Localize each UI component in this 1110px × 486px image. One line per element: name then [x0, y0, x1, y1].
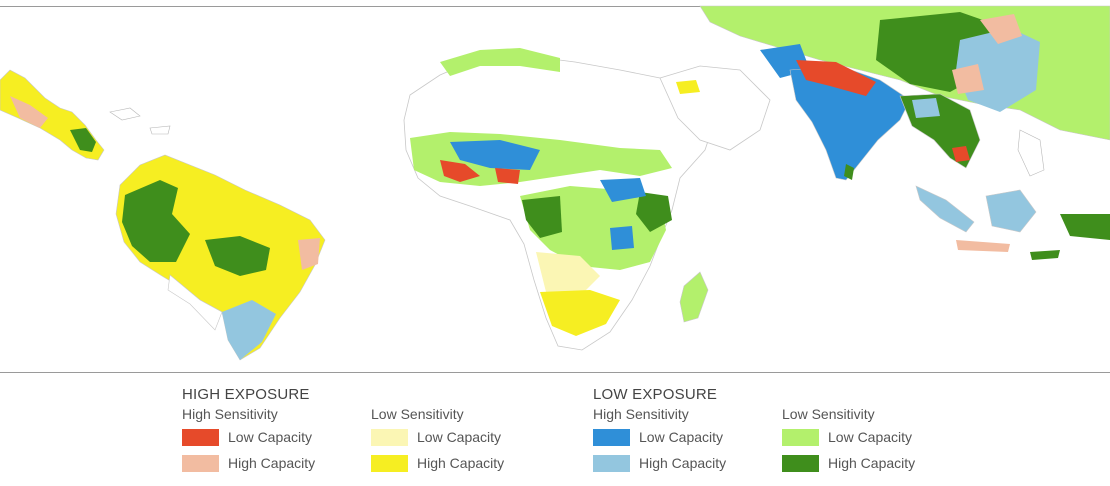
legend-label: High Capacity: [417, 455, 505, 471]
vulnerability-map: [0, 5, 1110, 361]
region-sri-lanka: [844, 164, 854, 180]
map-frame-top: [0, 6, 1110, 7]
high-exp-high-sens-title: High Sensitivity: [182, 406, 278, 422]
high-exp-low-sens-title: Low Sensitivity: [371, 406, 464, 422]
legend-label: High Capacity: [228, 455, 316, 471]
region-east-africa-blue: [600, 178, 646, 250]
region-central-america-south: [70, 128, 96, 152]
region-west-africa-blue: [450, 140, 540, 170]
region-southeast-asia-red: [952, 146, 970, 162]
region-arabia-yellow: [676, 80, 700, 94]
legend-swatch: [782, 454, 819, 472]
legend-label: High Capacity: [828, 455, 916, 471]
map-legend: HIGH EXPOSURE LOW EXPOSURE High Sensitiv…: [0, 380, 1110, 486]
low-exp-high-sens-title: High Sensitivity: [593, 406, 689, 422]
region-new-guinea: [1060, 214, 1110, 240]
region-java: [956, 240, 1010, 252]
region-southern-cone: [222, 300, 276, 360]
legend-label: High Capacity: [639, 455, 727, 471]
region-congo-forest: [522, 196, 562, 238]
region-north-africa-coast: [440, 48, 560, 76]
legend-divider: [0, 372, 1110, 373]
legend-swatch: [182, 454, 219, 472]
region-philippines: [1017, 129, 1045, 177]
region-southern-africa-light: [536, 252, 600, 296]
region-east-africa-green: [636, 192, 672, 232]
legend-label: Low Capacity: [828, 429, 913, 445]
legend-swatch: [782, 428, 819, 446]
legend-item-le-ls-hc: High Capacity: [782, 454, 915, 472]
legend-label: Low Capacity: [639, 429, 724, 445]
region-china-salmon: [952, 14, 1022, 94]
legend-label: Low Capacity: [228, 429, 313, 445]
legend-item-le-ls-lc: Low Capacity: [782, 428, 912, 446]
region-mexico-patch: [10, 96, 48, 128]
region-north-india-red: [796, 60, 876, 96]
region-caribbean: [109, 107, 171, 135]
legend-item-he-ls-hc: High Capacity: [371, 454, 504, 472]
region-southeast-asia-blue: [912, 98, 940, 118]
high-exposure-title: HIGH EXPOSURE: [182, 386, 310, 403]
legend-item-he-hs-lc: Low Capacity: [182, 428, 312, 446]
legend-swatch: [371, 428, 408, 446]
legend-item-le-hs-hc: High Capacity: [593, 454, 726, 472]
legend-label: Low Capacity: [417, 429, 502, 445]
region-borneo: [985, 189, 1037, 233]
region-west-africa-red: [440, 160, 520, 184]
low-exp-low-sens-title: Low Sensitivity: [782, 406, 875, 422]
legend-item-le-hs-lc: Low Capacity: [593, 428, 723, 446]
legend-swatch: [593, 454, 630, 472]
legend-swatch: [182, 428, 219, 446]
region-madagascar: [679, 271, 709, 323]
region-pacific-coast: [167, 274, 223, 331]
legend-swatch: [371, 454, 408, 472]
region-sumatra: [915, 185, 975, 233]
legend-item-he-ls-lc: Low Capacity: [371, 428, 501, 446]
legend-item-he-hs-hc: High Capacity: [182, 454, 315, 472]
region-amazon-east: [205, 236, 270, 276]
region-india: [789, 65, 911, 181]
legend-swatch: [593, 428, 630, 446]
low-exposure-title: LOW EXPOSURE: [593, 386, 718, 403]
region-amazon-forest: [122, 180, 190, 262]
region-timor: [1030, 250, 1060, 260]
region-brazil-coast: [298, 238, 320, 270]
region-southern-africa-yellow: [540, 290, 620, 336]
